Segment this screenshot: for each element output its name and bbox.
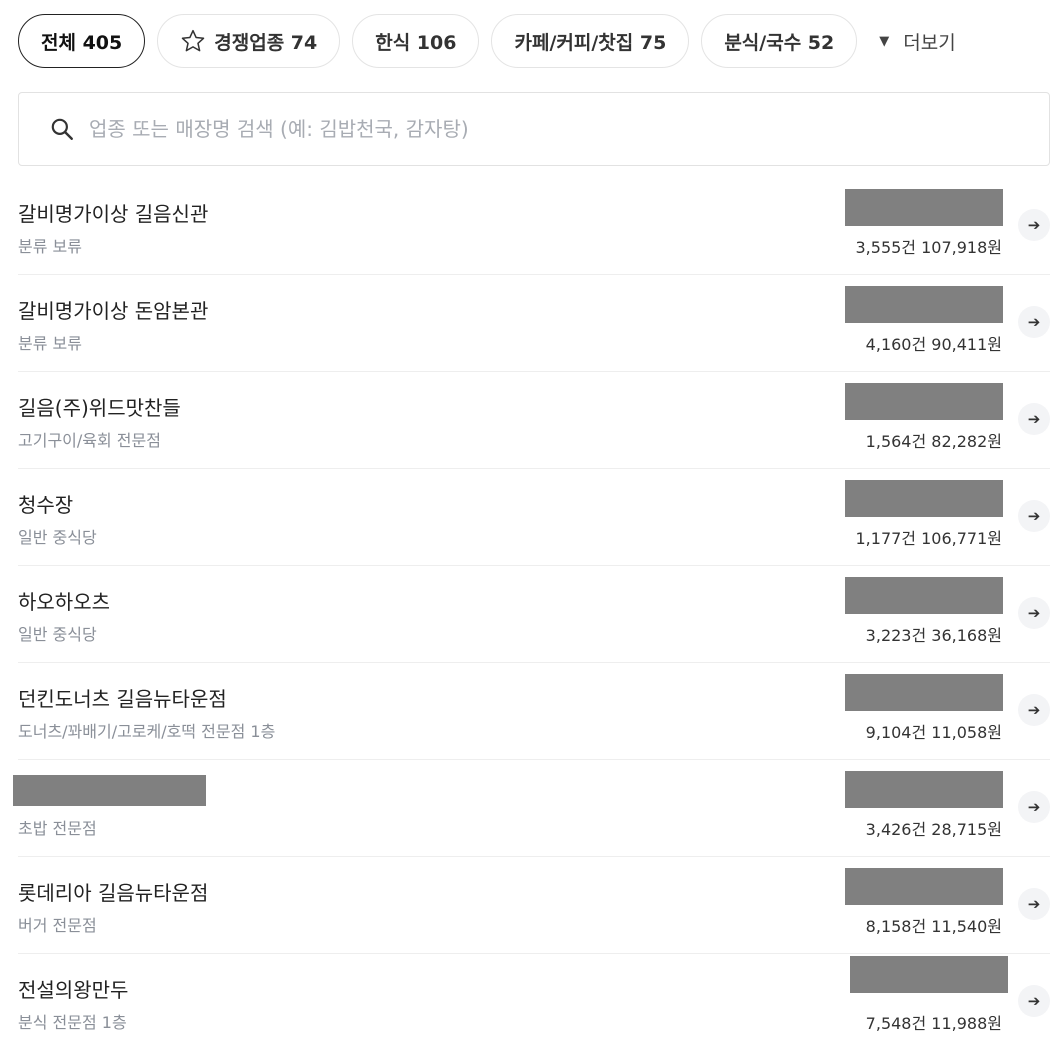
search-input[interactable] [89,117,989,141]
redacted-value [850,956,1008,993]
redacted-value [845,577,1003,614]
store-stats: 1,564건 82,282원 [865,432,1002,451]
redacted-value [845,189,1003,226]
redacted-value [845,480,1003,517]
arrow-right-icon[interactable]: ➔ [1018,888,1050,920]
chip-competitors[interactable]: 경쟁업종 74 [157,14,341,68]
store-stats: 3,426건 28,715원 [865,820,1002,839]
store-stats: 1,177건 106,771원 [855,529,1003,548]
redacted-value [845,771,1003,808]
store-category: 버거 전문점 [18,916,97,935]
redacted-value [845,286,1003,323]
caret-down-icon: ▼ [879,33,890,49]
search-icon [51,118,73,140]
store-stats: 4,160건 90,411원 [865,335,1002,354]
chip-snack[interactable]: 분식/국수 52 [701,14,858,68]
chip-korean[interactable]: 한식 106 [352,14,480,68]
arrow-right-icon[interactable]: ➔ [1018,403,1050,435]
store-category: 일반 중식당 [18,625,97,644]
store-category: 초밥 전문점 [18,819,97,838]
arrow-right-icon[interactable]: ➔ [1018,500,1050,532]
store-name: 갈비명가이상 돈암본관 [18,299,209,323]
arrow-right-icon[interactable]: ➔ [1018,791,1050,823]
redacted-value [845,674,1003,711]
category-filter-chips: 전체 405 경쟁업종 74 한식 106 카페/커피/찻집 75 분식/국수 … [18,14,956,68]
store-stats: 9,104건 11,058원 [865,723,1002,742]
store-category: 분류 보류 [18,334,82,353]
arrow-right-icon[interactable]: ➔ [1018,306,1050,338]
arrow-right-icon[interactable]: ➔ [1018,209,1050,241]
store-row[interactable]: 초밥 전문점 3,426건 28,715원 ➔ [13,760,1050,857]
redacted-value [845,383,1003,420]
arrow-right-icon[interactable]: ➔ [1018,985,1050,1017]
store-name: 전설의왕만두 [18,978,129,1002]
chip-cafe[interactable]: 카페/커피/찻집 75 [491,14,690,68]
store-stats: 7,548건 11,988원 [865,1014,1002,1033]
store-category: 분식 전문점 1층 [18,1013,127,1032]
store-stats: 8,158건 11,540원 [865,917,1002,936]
chip-all[interactable]: 전체 405 [18,14,146,68]
search-box [18,92,1050,166]
store-name: 청수장 [18,493,74,517]
arrow-right-icon[interactable]: ➔ [1018,694,1050,726]
store-category: 분류 보류 [18,237,82,256]
store-category: 고기구이/육회 전문점 [18,431,161,450]
store-category: 도너츠/꽈배기/고로케/호떡 전문점 1층 [18,722,276,741]
store-stats: 3,555건 107,918원 [855,238,1003,257]
store-name: 길음(주)위드맛찬들 [18,396,181,420]
store-name: 갈비명가이상 길음신관 [18,202,209,226]
store-name: 던킨도너츠 길음뉴타운점 [18,687,227,711]
redacted-store-name [13,775,206,806]
store-name: 롯데리아 길음뉴타운점 [18,881,209,905]
store-name: 하오하오츠 [18,590,110,614]
more-button[interactable]: ▼ 더보기 [879,31,956,54]
star-icon [181,29,205,52]
arrow-right-icon[interactable]: ➔ [1018,597,1050,629]
store-stats: 3,223건 36,168원 [865,626,1002,645]
redacted-value [845,868,1003,905]
store-list: 갈비명가이상 길음신관 분류 보류 3,555건 107,918원 ➔ 갈비명가이상… [13,178,1050,1051]
store-category: 일반 중식당 [18,528,97,547]
